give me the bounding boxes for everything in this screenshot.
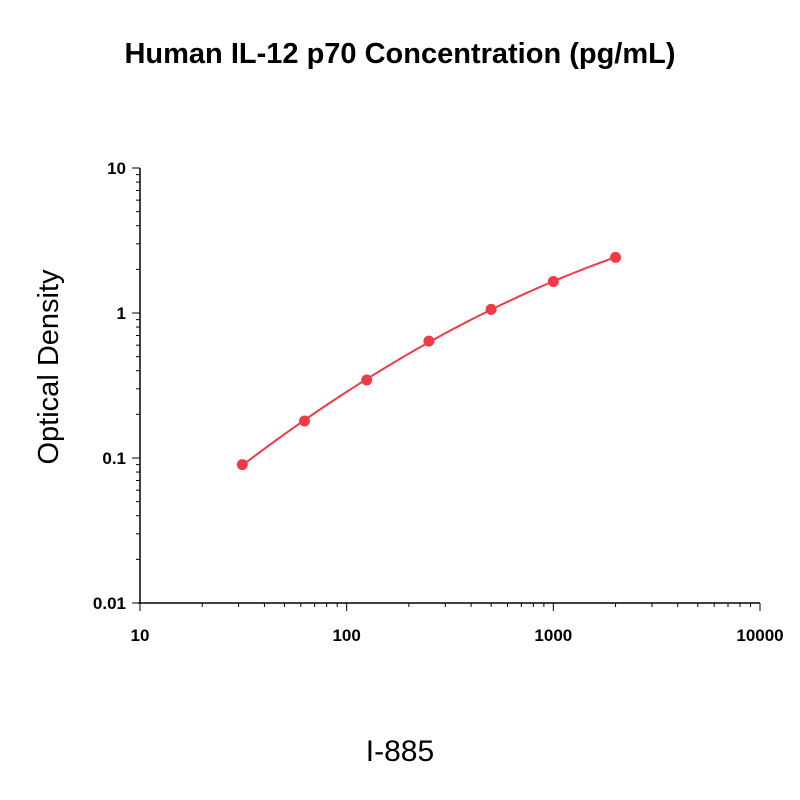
y-axis-title: Optical Density xyxy=(33,269,65,465)
x-tick-label: 1000 xyxy=(534,626,572,645)
series-od xyxy=(236,251,622,471)
data-point xyxy=(547,275,559,287)
axis-tick-labels: 10 100 1000 10000 10 1 0.1 0.01 xyxy=(93,159,784,645)
data-point xyxy=(423,335,435,347)
y-tick-label: 1 xyxy=(117,304,126,323)
x-tick-label: 10000 xyxy=(736,626,783,645)
axis-ticks xyxy=(132,167,761,611)
data-point xyxy=(236,459,248,471)
chart-title: Human IL-12 p70 Concentration (pg/mL) xyxy=(124,38,676,70)
axes: 10 100 1000 10000 10 1 0.1 0.01 Optical Density xyxy=(33,159,784,645)
y-tick-label: 0.1 xyxy=(102,449,126,468)
data-point xyxy=(298,415,310,427)
y-tick-label: 0.01 xyxy=(93,594,126,613)
data-point xyxy=(485,303,497,315)
x-tick-label: 10 xyxy=(131,626,150,645)
data-point xyxy=(610,251,622,263)
fit-curve xyxy=(241,256,616,467)
catalog-label: I-885 xyxy=(365,735,435,768)
x-tick-label: 100 xyxy=(332,626,360,645)
y-tick-label: 10 xyxy=(107,159,126,178)
data-point xyxy=(361,374,373,386)
